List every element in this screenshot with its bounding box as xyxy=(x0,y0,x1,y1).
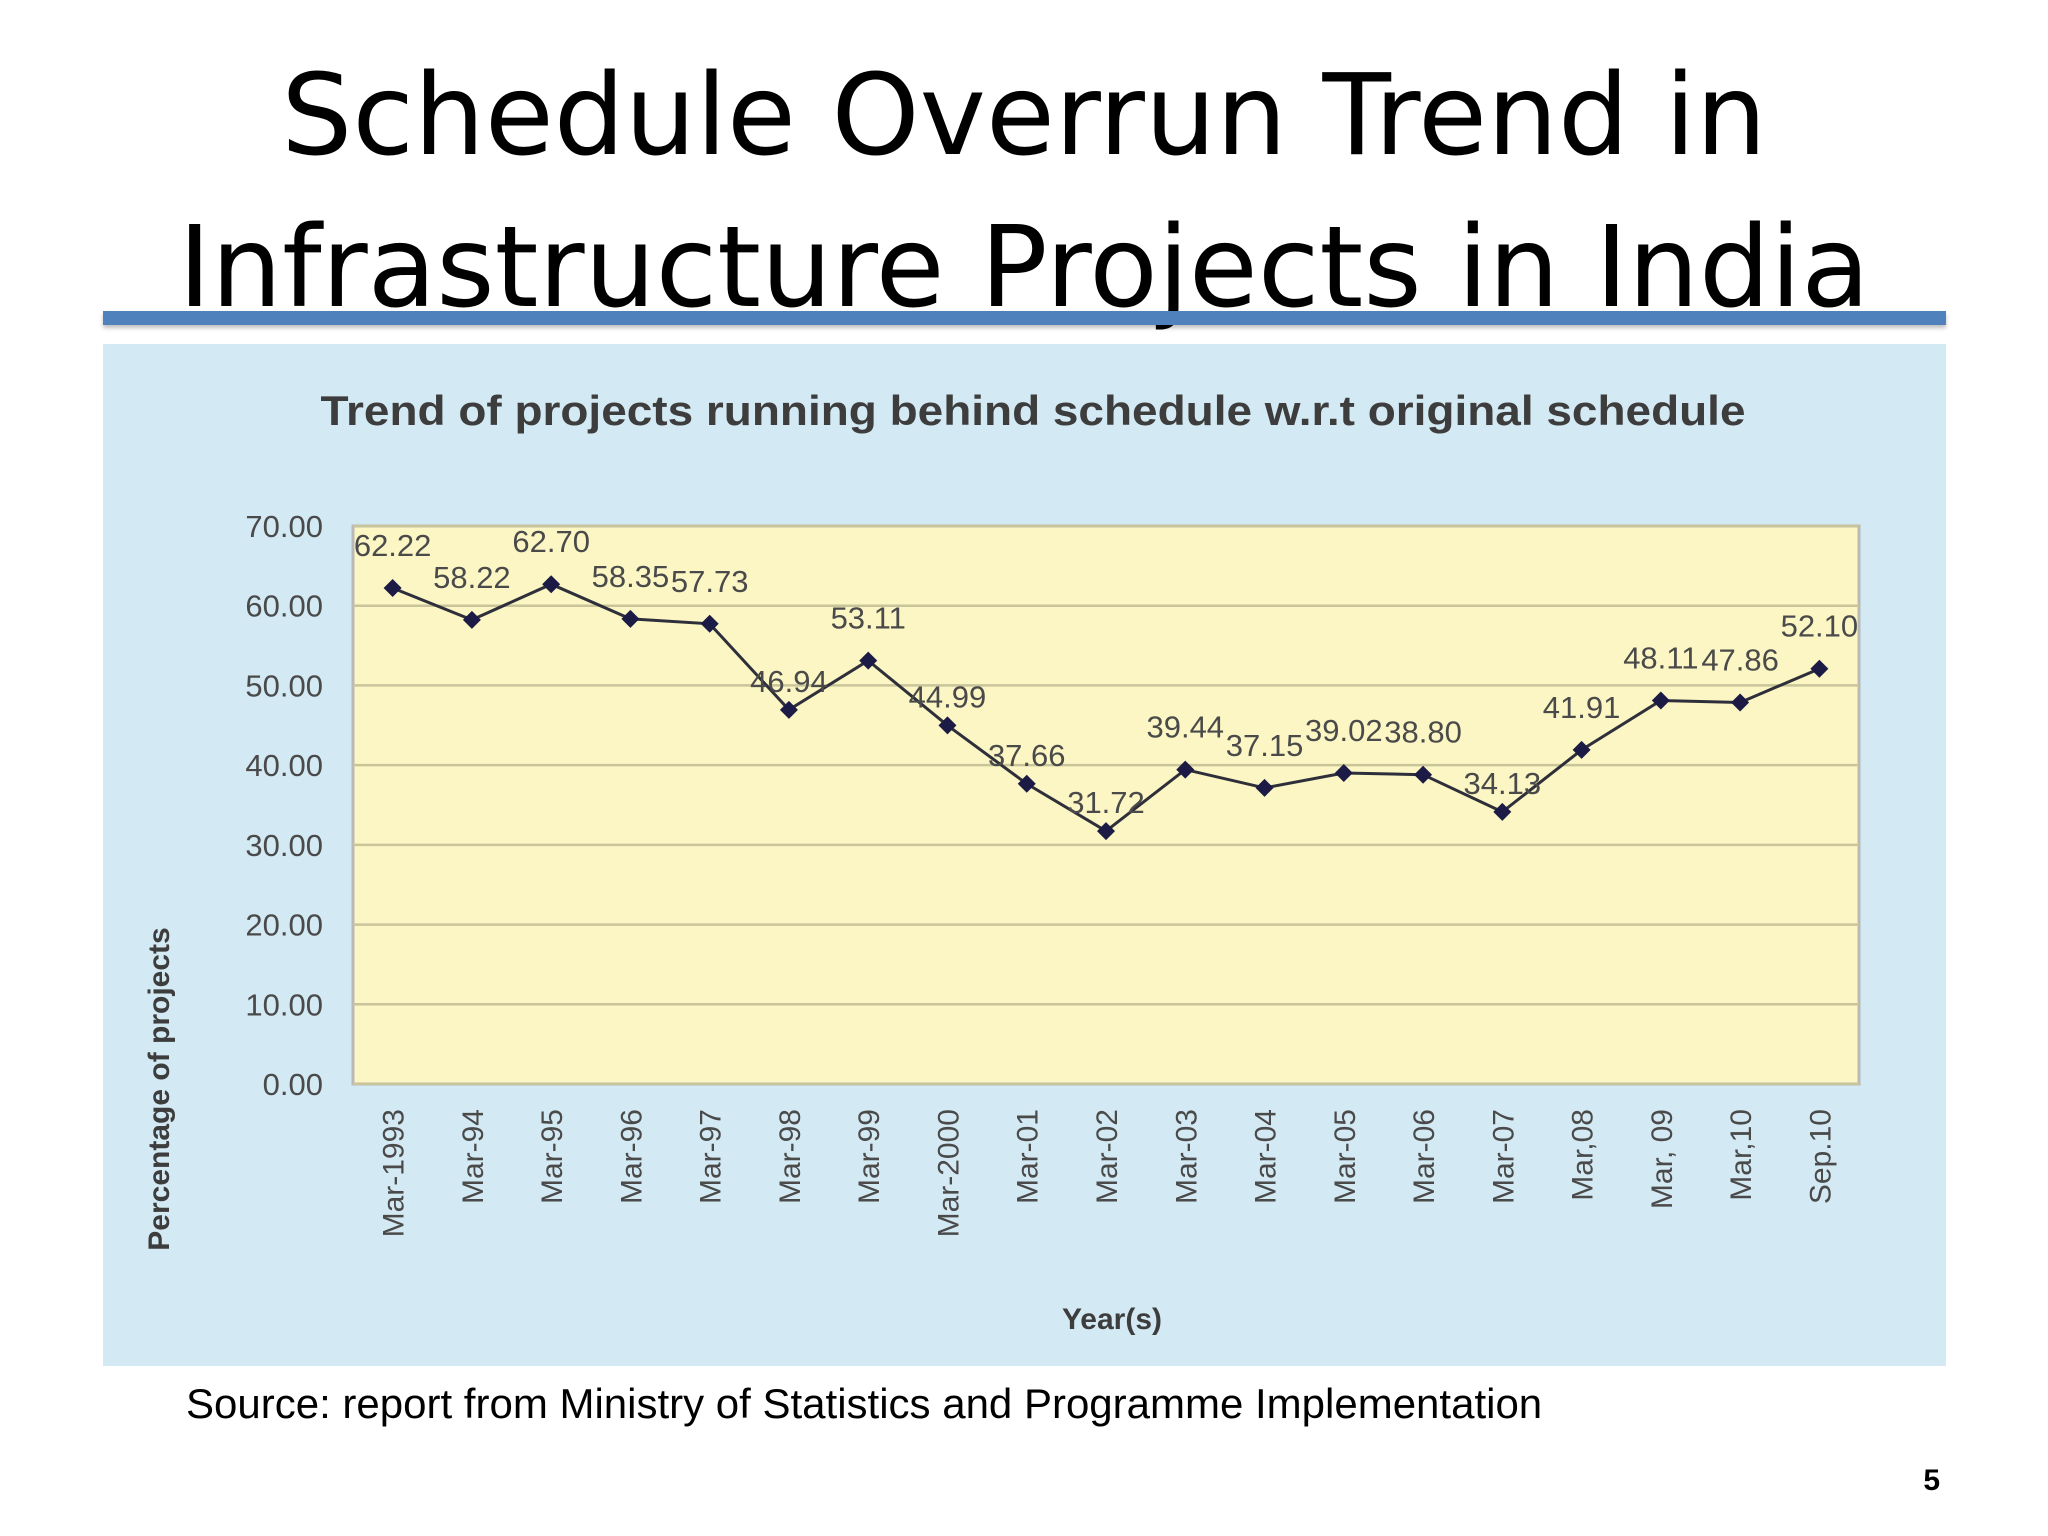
data-point xyxy=(1414,765,1433,784)
x-tick-label: Mar,10 xyxy=(1725,1109,1758,1201)
x-tick-label: Mar-94 xyxy=(457,1109,490,1204)
y-axis-ticks: 0.00 10.00 20.00 30.00 40.00 50.00 60.00 70.00 xyxy=(245,509,323,1102)
data-label: 62.70 xyxy=(512,524,590,559)
data-point xyxy=(462,610,481,629)
data-point xyxy=(779,700,798,719)
data-label: 39.44 xyxy=(1146,710,1224,745)
x-axis-label: Year(s) xyxy=(1062,1303,1162,1336)
x-tick-label: Mar-01 xyxy=(1012,1109,1045,1204)
x-tick-label: Mar-04 xyxy=(1250,1109,1283,1204)
data-point xyxy=(1651,691,1670,710)
data-label: 39.02 xyxy=(1305,713,1383,748)
x-tick-label: Mar-06 xyxy=(1408,1109,1441,1204)
x-tick-label: Mar-96 xyxy=(615,1109,648,1204)
x-axis-ticks: Mar-1993 Mar-94 Mar-95 Mar-96 Mar-97 Mar-98 Ma… xyxy=(378,1109,1838,1237)
data-point xyxy=(1334,763,1353,782)
y-axis-label: Percentage of projects xyxy=(143,927,176,1250)
data-point xyxy=(1810,659,1829,678)
data-label: 48.11 xyxy=(1623,640,1698,675)
data-label: 53.11 xyxy=(831,601,906,636)
data-label: 58.35 xyxy=(592,559,670,594)
slide-title: Schedule Overrun Trend in Infrastructure… xyxy=(0,40,2048,344)
x-tick-label: Mar-99 xyxy=(853,1109,886,1204)
x-tick-label: Mar-03 xyxy=(1170,1109,1203,1204)
plot-area xyxy=(351,524,1861,1086)
data-label: 38.80 xyxy=(1384,715,1462,750)
y-tick-label: 10.00 xyxy=(245,987,323,1022)
page-number: 5 xyxy=(1923,1464,1940,1497)
line-chart: Trend of projects running behind schedul… xyxy=(103,344,1946,1366)
data-label: 41.91 xyxy=(1543,690,1621,725)
chart-panel: Trend of projects running behind schedul… xyxy=(103,344,1946,1366)
data-point xyxy=(700,614,719,633)
y-tick-label: 50.00 xyxy=(245,668,323,703)
data-point xyxy=(938,716,957,735)
y-tick-label: 70.00 xyxy=(245,509,323,544)
x-tick-label: Mar, 09 xyxy=(1646,1109,1679,1209)
data-label: 37.15 xyxy=(1226,728,1304,763)
x-tick-label: Mar,08 xyxy=(1567,1109,1600,1201)
data-label: 47.86 xyxy=(1701,642,1779,677)
x-tick-label: Mar-98 xyxy=(774,1109,807,1204)
y-tick-label: 0.00 xyxy=(263,1067,323,1102)
data-markers xyxy=(383,575,1829,841)
data-point xyxy=(1097,822,1115,841)
data-label: 46.94 xyxy=(750,664,828,699)
data-label: 37.66 xyxy=(988,738,1066,773)
data-label: 52.10 xyxy=(1781,609,1859,644)
x-tick-label: Mar-1993 xyxy=(378,1109,411,1237)
source-note: Source: report from Ministry of Statisti… xyxy=(186,1380,1543,1427)
data-point xyxy=(383,579,402,598)
x-tick-label: Mar-95 xyxy=(536,1109,569,1204)
data-point xyxy=(621,609,640,628)
data-point xyxy=(1017,774,1036,793)
data-label: 57.73 xyxy=(671,564,749,599)
data-label: 62.22 xyxy=(354,528,432,563)
x-tick-label: Mar-2000 xyxy=(932,1109,965,1237)
data-point xyxy=(1731,693,1750,712)
data-point xyxy=(542,575,561,594)
data-label: 44.99 xyxy=(909,679,987,714)
title-underline xyxy=(103,311,1946,325)
data-point xyxy=(1572,740,1591,759)
slide-title-line-1: Schedule Overrun Trend in xyxy=(281,51,1767,181)
data-point xyxy=(1493,802,1512,821)
data-point xyxy=(859,651,878,670)
y-tick-label: 20.00 xyxy=(245,908,323,943)
y-tick-label: 60.00 xyxy=(245,589,323,624)
data-point xyxy=(1255,778,1274,797)
data-label: 58.22 xyxy=(433,560,511,595)
x-tick-label: Mar-05 xyxy=(1329,1109,1362,1204)
data-point xyxy=(1176,760,1195,779)
x-tick-label: Sep.10 xyxy=(1804,1109,1837,1204)
x-tick-label: Mar-97 xyxy=(695,1109,728,1204)
y-tick-label: 30.00 xyxy=(245,828,323,863)
y-tick-label: 40.00 xyxy=(245,748,323,783)
data-label: 34.13 xyxy=(1464,766,1542,801)
x-tick-label: Mar-07 xyxy=(1487,1109,1520,1204)
chart-title: Trend of projects running behind schedul… xyxy=(321,387,1746,434)
data-label: 31.72 xyxy=(1067,785,1145,820)
x-tick-label: Mar-02 xyxy=(1091,1109,1124,1204)
